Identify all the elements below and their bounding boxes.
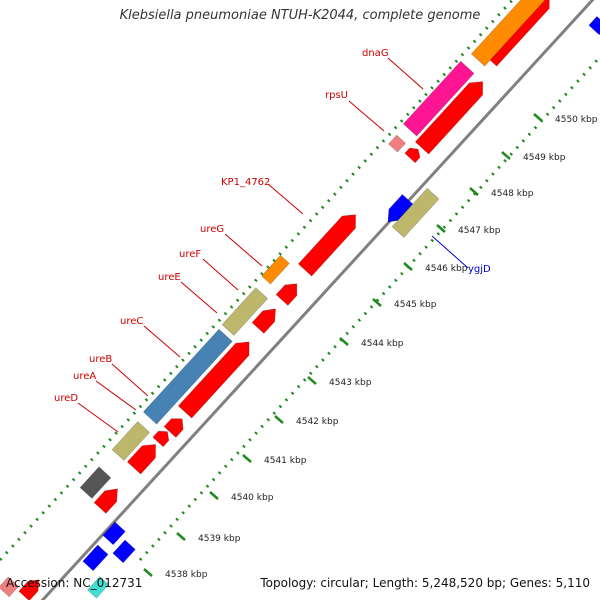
gene-cyan bbox=[87, 576, 110, 599]
tick-label: 4543 kbp bbox=[329, 378, 372, 388]
gc-dot-ring bbox=[0, 0, 515, 562]
cds-arrow bbox=[177, 341, 250, 419]
cds-arrow bbox=[163, 418, 184, 438]
gene-label-callout bbox=[224, 233, 263, 267]
tick-mark bbox=[176, 532, 186, 541]
gene-label-uree: ureE bbox=[158, 272, 181, 283]
tick-mark bbox=[372, 298, 382, 307]
gene-blue bbox=[82, 544, 109, 572]
cds-arrow bbox=[93, 488, 118, 514]
cds-arrow bbox=[404, 147, 421, 164]
tick-labels: 4538 kbp 4539 kbp 4540 kbp 4541 kbp 4542 kbp… bbox=[165, 115, 598, 580]
cds-arrow bbox=[126, 444, 156, 475]
gene-label-ureb: ureB bbox=[89, 354, 112, 365]
gene-label-callout bbox=[111, 363, 149, 397]
gene-blue bbox=[112, 539, 136, 564]
gene-orange bbox=[261, 254, 290, 285]
gene-gray bbox=[79, 466, 112, 499]
gene-label-urea: ureA bbox=[73, 371, 96, 382]
cds-arrow bbox=[251, 308, 276, 334]
gene-magenta bbox=[402, 60, 475, 137]
gene-label-ygjd: ygjD bbox=[468, 264, 491, 275]
gene-khaki bbox=[391, 187, 440, 238]
cds-arrow bbox=[414, 81, 484, 155]
tick-mark bbox=[143, 568, 153, 577]
gene-pink bbox=[0, 576, 20, 598]
gene-label-callout bbox=[202, 258, 239, 291]
gene-orange bbox=[470, 0, 546, 67]
tick-mark bbox=[501, 151, 511, 160]
gene-label-ureg: ureG bbox=[200, 224, 224, 235]
tick-label: 4547 kbp bbox=[458, 226, 501, 236]
tick-mark bbox=[242, 454, 252, 463]
tick-label: 4538 kbp bbox=[165, 570, 208, 580]
gene-label-ured: ureD bbox=[54, 393, 78, 404]
gene-label-callout bbox=[180, 281, 218, 314]
gene-pink bbox=[388, 134, 406, 153]
tick-mark bbox=[274, 415, 284, 424]
accession-label: Accession: NC_012731 bbox=[6, 576, 143, 590]
gene-label-callout bbox=[77, 402, 119, 433]
backbone-line bbox=[40, 0, 595, 600]
cds-arrow bbox=[297, 214, 356, 277]
label-callouts bbox=[77, 57, 469, 433]
tick-label: 4549 kbp bbox=[523, 153, 566, 163]
gene-labels: dnaG rpsU KP1_4762 ureG ureF ureE ureC ureB ureA… bbox=[54, 48, 491, 404]
gene-label-uref: ureF bbox=[179, 249, 201, 260]
gene-steelblue bbox=[142, 328, 233, 425]
genome-title: Klebsiella pneumoniae NTUH-K2044, comple… bbox=[119, 8, 481, 23]
gene-label-callout bbox=[431, 235, 469, 269]
tick-label: 4540 kbp bbox=[231, 493, 274, 503]
tick-mark bbox=[339, 337, 349, 346]
tick-mark bbox=[469, 187, 479, 196]
gene-label-kp1_4762: KP1_4762 bbox=[221, 177, 270, 188]
gc-content-dots bbox=[0, 0, 600, 562]
tick-mark bbox=[307, 376, 317, 385]
gene-label-rpsu: rpsU bbox=[325, 90, 348, 101]
gene-label-callout bbox=[143, 325, 181, 358]
gene-label-dnag: dnaG bbox=[362, 48, 389, 59]
tick-mark bbox=[436, 224, 446, 233]
gene-blue bbox=[588, 15, 600, 36]
gc-dot-ring bbox=[138, 55, 600, 562]
tick-label: 4550 kbp bbox=[555, 115, 598, 125]
tick-label: 4548 kbp bbox=[491, 189, 534, 199]
tick-mark bbox=[403, 262, 413, 271]
gene-khaki bbox=[221, 287, 269, 336]
gene-label-callout bbox=[348, 100, 385, 132]
gene-label-callout bbox=[95, 380, 137, 411]
cds-arrow bbox=[152, 430, 170, 448]
cds-arrow bbox=[275, 283, 298, 306]
tick-label: 4542 kbp bbox=[296, 417, 339, 427]
tick-label: 4545 kbp bbox=[394, 300, 437, 310]
tick-label: 4544 kbp bbox=[361, 339, 404, 349]
tick-label: 4541 kbp bbox=[264, 456, 307, 466]
genome-summary: Topology: circular; Length: 5,248,520 bp… bbox=[260, 576, 590, 590]
tick-label: 4546 kbp bbox=[425, 264, 468, 274]
cds-arrow bbox=[18, 579, 40, 600]
gene-label-callout bbox=[387, 57, 424, 90]
genome-backbone bbox=[40, 0, 595, 600]
tick-marks bbox=[143, 113, 543, 577]
tick-mark bbox=[209, 491, 219, 500]
gene-khaki bbox=[111, 421, 150, 461]
gene-label-urec: ureC bbox=[120, 316, 143, 327]
tick-mark bbox=[533, 113, 543, 122]
tick-label: 4539 kbp bbox=[198, 534, 241, 544]
gene-label-callout bbox=[267, 183, 304, 215]
gene-blue bbox=[102, 521, 126, 546]
